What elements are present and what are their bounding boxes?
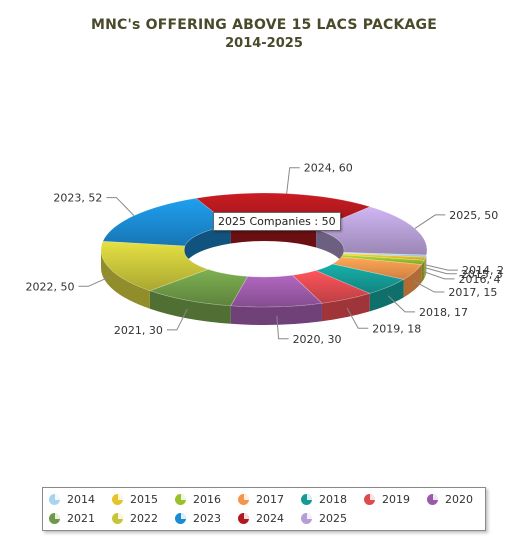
legend-label: 2017 (256, 493, 284, 506)
legend-pie-icon (49, 513, 60, 524)
slice-2014-side (425, 254, 427, 276)
legend-pie-icon (238, 513, 249, 524)
legend-label: 2023 (193, 512, 221, 525)
slice-2014[interactable] (342, 252, 427, 258)
legend-item-2020[interactable]: 2020 (427, 493, 473, 506)
legend-label: 2024 (256, 512, 284, 525)
slice-2022-side (101, 250, 150, 309)
legend-item-2019[interactable]: 2019 (364, 493, 410, 506)
slice-2019-connector (346, 307, 369, 329)
legend-item-2015[interactable]: 2015 (112, 493, 158, 506)
slice-2021-label: 2021, 30 (114, 324, 163, 337)
legend-item-2025[interactable]: 2025 (301, 512, 347, 525)
slice-2024-connector (286, 167, 300, 194)
slice-2019-side (321, 293, 370, 322)
slice-2017-connector (413, 280, 445, 293)
slice-2020-side (230, 303, 322, 325)
slice-2022-label: 2022, 50 (25, 280, 74, 293)
slice-2022-connector (78, 276, 110, 287)
slice-2025[interactable] (315, 206, 428, 256)
legend-label: 2021 (67, 512, 95, 525)
legend-pie-icon (175, 513, 186, 524)
slice-2020-connector (276, 315, 289, 340)
slice-2015-label: 2015, 3 (461, 268, 503, 281)
slice-2024-label: 2024, 60 (304, 162, 353, 175)
legend-item-2022[interactable]: 2022 (112, 512, 158, 525)
slice-2018-label: 2018, 17 (419, 306, 468, 319)
slice-2015-side (424, 257, 426, 279)
slice-2016-side (421, 260, 425, 283)
slice-2018-connector (387, 295, 415, 313)
legend-label: 2018 (319, 493, 347, 506)
legend-item-2024[interactable]: 2024 (238, 512, 284, 525)
legend-pie-icon (49, 494, 60, 505)
legend-pie-icon (301, 513, 312, 524)
legend-item-2017[interactable]: 2017 (238, 493, 284, 506)
legend-item-2014[interactable]: 2014 (49, 493, 95, 506)
legend-pie-icon (112, 494, 123, 505)
legend-item-2021[interactable]: 2021 (49, 512, 95, 525)
slice-2016-label: 2016, 4 (459, 273, 501, 286)
slice-2019-label: 2019, 18 (372, 322, 421, 335)
legend-pie-icon (112, 513, 123, 524)
legend-label: 2020 (445, 493, 473, 506)
slice-2014-label: 2014, 2 (462, 264, 504, 277)
slice-2020[interactable] (230, 274, 323, 308)
slice-2025-inner (316, 229, 344, 268)
legend-label: 2025 (319, 512, 347, 525)
legend-item-2023[interactable]: 2023 (175, 512, 221, 525)
legend-label: 2016 (193, 493, 221, 506)
chart-title: MNC's OFFERING ABOVE 15 LACS PACKAGE (90, 17, 437, 33)
slice-2025-connector (414, 214, 446, 229)
legend-label: 2014 (67, 493, 95, 506)
slice-2016-connector (422, 270, 455, 280)
slice-2015-connector (424, 267, 457, 275)
legend-pie-icon (175, 494, 186, 505)
slice-2018-side (369, 279, 404, 312)
slice-2014-connector (425, 264, 458, 271)
slice-2020-label: 2020, 30 (293, 333, 342, 346)
slice-2021-side (149, 290, 231, 324)
legend-item-2016[interactable]: 2016 (175, 493, 221, 506)
legend-label: 2022 (130, 512, 158, 525)
slice-2023-inner (184, 225, 231, 264)
legend-pie-icon (301, 494, 312, 505)
legend-label: 2019 (382, 493, 410, 506)
legend-item-2018[interactable]: 2018 (301, 493, 347, 506)
slice-2017-label: 2017, 15 (448, 286, 497, 299)
chart-tooltip: 2025 Companies : 50 (213, 212, 341, 231)
chart-legend: 2014 2015 2016 2017 2018 2019 2020 2021 2022 2023… (42, 487, 486, 531)
chart-subtitle: 2014-2025 (225, 36, 303, 51)
slice-2022[interactable] (100, 240, 209, 292)
legend-pie-icon (238, 494, 249, 505)
slice-2017-side (403, 264, 422, 298)
slice-2025-label: 2025, 50 (449, 209, 498, 222)
legend-pie-icon (427, 494, 438, 505)
slice-2021-connector (166, 309, 188, 331)
legend-label: 2015 (130, 493, 158, 506)
slice-2023-label: 2023, 52 (53, 192, 102, 205)
slice-2023-connector (106, 197, 135, 216)
slice-2023[interactable] (102, 197, 232, 247)
slice-2021[interactable] (149, 268, 249, 307)
legend-pie-icon (364, 494, 375, 505)
